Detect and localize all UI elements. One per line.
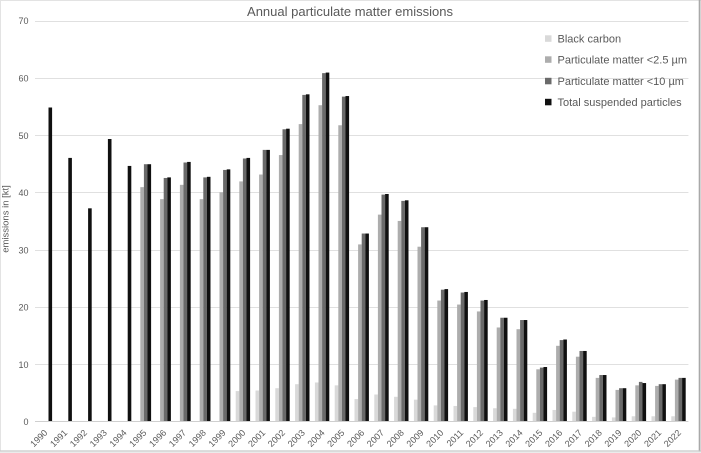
svg-text:20: 20 bbox=[18, 303, 28, 313]
svg-text:70: 70 bbox=[18, 16, 28, 26]
svg-text:30: 30 bbox=[18, 245, 28, 255]
svg-text:Annual particulate matter emis: Annual particulate matter emissions bbox=[247, 4, 453, 19]
svg-text:0: 0 bbox=[23, 417, 28, 427]
svg-text:60: 60 bbox=[18, 74, 28, 84]
svg-text:Particulate matter <2.5 µm: Particulate matter <2.5 µm bbox=[558, 55, 688, 67]
svg-text:Total suspended particles: Total suspended particles bbox=[558, 97, 683, 109]
svg-text:Black carbon: Black carbon bbox=[558, 34, 622, 46]
svg-text:40: 40 bbox=[18, 188, 28, 198]
svg-text:emissions in [kt]: emissions in [kt] bbox=[1, 185, 12, 253]
svg-text:Particulate matter <10 µm: Particulate matter <10 µm bbox=[558, 76, 684, 88]
svg-text:10: 10 bbox=[18, 360, 28, 370]
svg-text:50: 50 bbox=[18, 131, 28, 141]
